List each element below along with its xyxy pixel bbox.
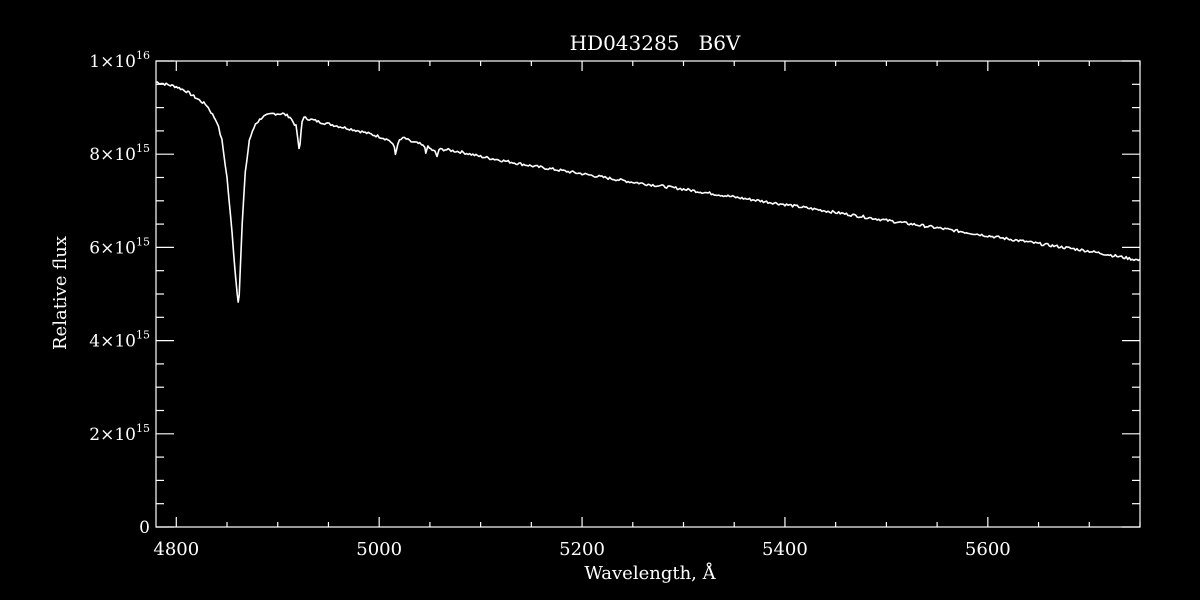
y-tick-label: 1×1016 (89, 49, 150, 72)
x-tick-label: 4800 (153, 539, 199, 560)
y-tick-label-base: 1×10 (89, 52, 136, 72)
y-tick-label: 8×1015 (89, 142, 150, 165)
x-tick-label: 5200 (559, 539, 605, 560)
y-tick-label-base: 0 (139, 518, 150, 538)
x-tick-label: 5600 (965, 539, 1011, 560)
y-tick-label-base: 8×10 (89, 145, 136, 165)
y-axis-label: Relative flux (50, 236, 71, 350)
tick-labels: 4800 5000 5200 5400 560002×10154×10156×10158… (89, 49, 1010, 560)
x-tick-label: 5000 (356, 539, 402, 560)
y-tick-label-exponent: 16 (136, 49, 150, 62)
y-tick-label: 6×1015 (89, 235, 150, 258)
axis-ticks (156, 60, 1141, 528)
y-tick-label-exponent: 15 (136, 329, 150, 342)
y-tick-label-exponent: 15 (136, 142, 150, 155)
x-tick-label: 5400 (762, 539, 808, 560)
y-tick-label-base: 2×10 (89, 425, 136, 445)
y-tick-label: 0 (139, 518, 150, 538)
y-tick-label-exponent: 15 (136, 235, 150, 248)
chart-title: HD043285 B6V (570, 31, 741, 55)
spectrum-line (155, 81, 1141, 303)
y-tick-label: 2×1015 (89, 422, 150, 445)
x-axis-label: Wavelength, Å (584, 562, 716, 584)
y-tick-label: 4×1015 (89, 329, 150, 352)
y-tick-label-exponent: 15 (136, 422, 150, 435)
y-tick-label-base: 4×10 (89, 332, 136, 352)
y-tick-label-base: 6×10 (89, 238, 136, 258)
